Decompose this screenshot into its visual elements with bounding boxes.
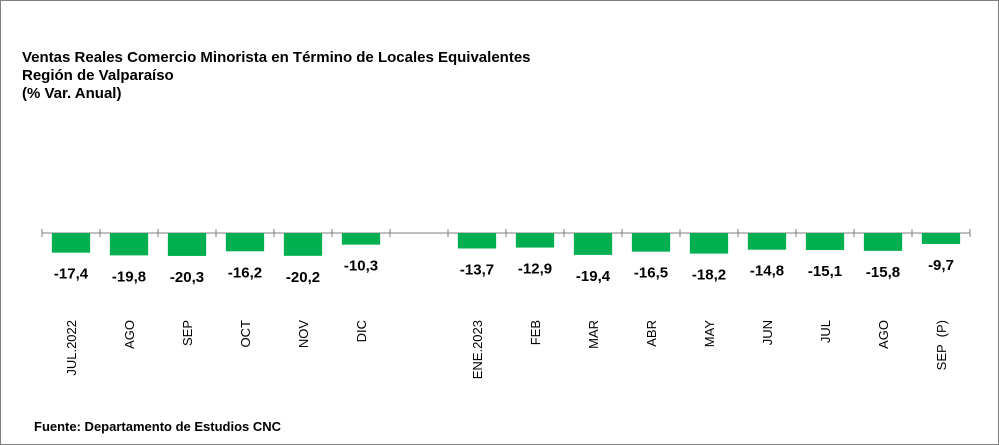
source: Fuente: Departamento de Estudios CNC [34, 419, 282, 434]
bar [225, 233, 265, 252]
data-label: -15,1 [808, 263, 842, 280]
data-label: -12,9 [518, 261, 552, 278]
unit-label: (% Var. Anual) [22, 85, 121, 102]
data-label: -16,5 [634, 265, 668, 282]
chart-subtitle: Región de Valparaíso [22, 67, 174, 84]
chart-title: Ventas Reales Comercio Minorista en Térm… [22, 49, 531, 66]
bar [109, 233, 149, 256]
x-tick-label: ENE.2023 [470, 320, 485, 379]
x-tick-label: JUL [818, 320, 833, 343]
data-label: -13,7 [460, 261, 494, 278]
x-tick-label: MAY [702, 320, 717, 348]
x-tick-label: AGO [122, 320, 137, 349]
x-tick-label: FEB [528, 320, 543, 345]
data-label: -14,8 [750, 263, 784, 280]
x-tick-label: SEP (P) [934, 320, 949, 370]
bar [573, 233, 613, 255]
bar [805, 233, 845, 251]
data-label: -17,4 [54, 266, 89, 283]
data-label: -16,2 [228, 264, 262, 281]
bar [921, 233, 961, 244]
data-label: -20,2 [286, 269, 320, 286]
data-label: -20,3 [170, 269, 204, 286]
x-tick-label: JUL.2022 [64, 320, 79, 376]
bar [51, 233, 91, 253]
x-tick-label: OCT [238, 320, 253, 348]
data-label: -19,4 [576, 268, 611, 285]
x-tick-label: JUN [760, 320, 775, 345]
data-label: -10,3 [344, 258, 378, 275]
x-tick-label: DIC [354, 320, 369, 342]
bar [689, 233, 729, 254]
data-label: -15,8 [866, 264, 900, 281]
x-tick-label: NOV [296, 320, 311, 349]
x-tick-label: MAR [586, 320, 601, 349]
x-tick-label: AGO [876, 320, 891, 349]
bar [341, 233, 381, 245]
bar [457, 233, 497, 249]
bar [283, 233, 323, 256]
x-tick-label: SEP [180, 320, 195, 346]
bar [515, 233, 555, 248]
data-label: -18,2 [692, 267, 726, 284]
x-tick-label: ABR [644, 320, 659, 347]
bar [631, 233, 671, 252]
bar [863, 233, 903, 251]
data-label: -9,7 [928, 257, 954, 274]
data-label: -19,8 [112, 268, 146, 285]
bar [747, 233, 787, 250]
bar [167, 233, 207, 256]
